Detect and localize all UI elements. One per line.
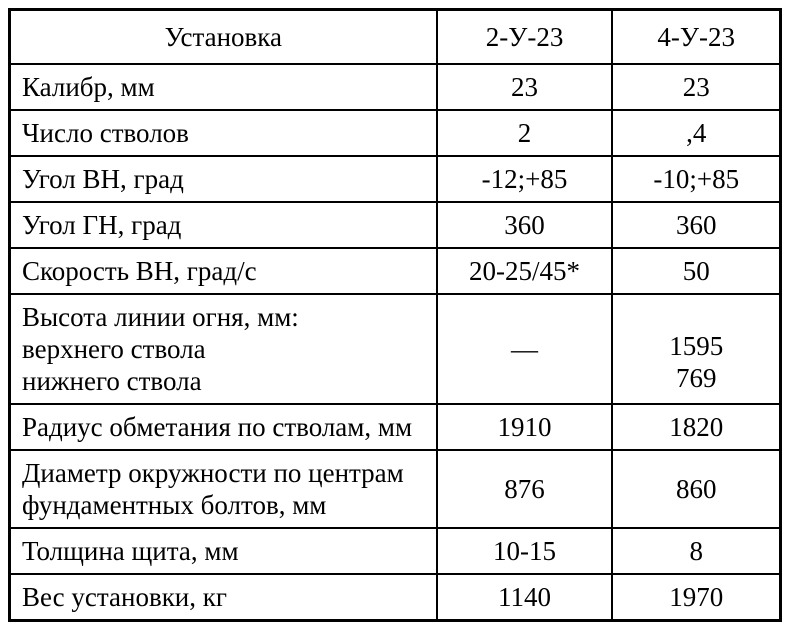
table-row: Диаметр окружности по центрам фундаментны… bbox=[8, 449, 782, 529]
table-row: Вес установки, кг 1140 1970 bbox=[8, 573, 782, 622]
header-row: Установка 2-У-23 4-У-23 bbox=[8, 8, 782, 65]
row-label: Диаметр окружности по центрам фундаментны… bbox=[8, 449, 438, 529]
value-cell: 8 bbox=[611, 527, 782, 575]
value-line: -12;+85 bbox=[481, 164, 568, 194]
value-cell: 360 bbox=[611, 201, 782, 249]
value-cell: — bbox=[435, 293, 614, 405]
row-label-line: Высота линии огня, мм: bbox=[22, 302, 299, 332]
row-label-line: Калибр, мм bbox=[22, 72, 155, 102]
value-cell: 23 bbox=[611, 63, 782, 111]
row-label: Радиус обметания по стволам, мм bbox=[8, 403, 438, 451]
row-label-line: верхнего ствола bbox=[22, 334, 206, 364]
row-label-line: нижнего ствола bbox=[22, 366, 202, 396]
value-cell: 1910 bbox=[435, 403, 614, 451]
table-row: Угол ВН, град -12;+85 -10;+85 bbox=[8, 155, 782, 203]
row-label: Калибр, мм bbox=[8, 63, 438, 111]
value-line: 360 bbox=[504, 210, 545, 240]
row-label: Вес установки, кг bbox=[8, 573, 438, 622]
value-cell: 2 bbox=[435, 109, 614, 157]
row-label-line: Радиус обметания по стволам, мм bbox=[22, 412, 413, 442]
row-label-line: Угол ВН, град bbox=[22, 164, 184, 194]
value-cell: 860 bbox=[611, 449, 782, 529]
row-label-line: фундаментных болтов, мм bbox=[22, 490, 327, 520]
row-label-line: Диаметр окружности по центрам bbox=[22, 458, 404, 488]
value-line: — bbox=[511, 334, 539, 364]
row-label: Толщина щита, мм bbox=[8, 527, 438, 575]
header-cell-4u23: 4-У-23 bbox=[611, 8, 782, 65]
header-cell-2u23: 2-У-23 bbox=[435, 8, 614, 65]
value-cell: -10;+85 bbox=[611, 155, 782, 203]
value-line: 1140 bbox=[498, 582, 552, 612]
value-line: 360 bbox=[675, 210, 717, 240]
value-line: ,4 bbox=[686, 118, 707, 148]
value-line: 860 bbox=[675, 474, 717, 504]
value-cell: 1970 bbox=[611, 573, 782, 622]
row-label-line: Скорость ВН, град/с bbox=[22, 256, 257, 286]
value-line: 1910 bbox=[497, 412, 552, 442]
value-cell: 50 bbox=[611, 247, 782, 295]
value-cell: 1140 bbox=[435, 573, 614, 622]
value-line: 50 bbox=[682, 256, 710, 286]
value-line: 2 bbox=[517, 118, 532, 148]
value-line: 1820 bbox=[669, 412, 724, 442]
row-label-line: Толщина щита, мм bbox=[22, 536, 239, 566]
row-label-line: Число стволов bbox=[22, 118, 189, 148]
table-row: Угол ГН, град 360 360 bbox=[8, 201, 782, 249]
row-label: Высота линии огня, мм: верхнего ствола ниж… bbox=[8, 293, 438, 405]
value-cell: 23 bbox=[435, 63, 614, 111]
table-row: Толщина щита, мм 10-15 8 bbox=[8, 527, 782, 575]
value-cell: -12;+85 bbox=[435, 155, 614, 203]
value-cell: ,4 bbox=[611, 109, 782, 157]
value-line: 23 bbox=[682, 72, 710, 102]
value-cell: 20-25/45* bbox=[435, 247, 614, 295]
value-cell: 876 bbox=[435, 449, 614, 529]
value-line: 1970 bbox=[669, 582, 724, 612]
value-line: 1595 bbox=[669, 331, 724, 361]
row-label: Угол ГН, град bbox=[8, 201, 438, 249]
value-line: 20-25/45* bbox=[469, 256, 581, 286]
table-row: Калибр, мм 23 23 bbox=[8, 63, 782, 111]
table-row: Скорость ВН, град/с 20-25/45* 50 bbox=[8, 247, 782, 295]
row-label-line: Вес установки, кг bbox=[22, 582, 227, 612]
value-cell: 360 bbox=[435, 201, 614, 249]
row-label: Скорость ВН, град/с bbox=[8, 247, 438, 295]
table-row: Число стволов 2 ,4 bbox=[8, 109, 782, 157]
table-row: Радиус обметания по стволам, мм 1910 1820 bbox=[8, 403, 782, 451]
value-cell: 10-15 bbox=[435, 527, 614, 575]
specs-table: Установка 2-У-23 4-У-23 Калибр, мм 23 23 Чи… bbox=[8, 8, 782, 622]
row-label: Число стволов bbox=[8, 109, 438, 157]
table-body: Калибр, мм 23 23 Число стволов 2 ,4 Угол ВН, г… bbox=[8, 63, 782, 622]
value-line: 10-15 bbox=[493, 536, 557, 566]
value-line: -10;+85 bbox=[653, 164, 740, 194]
row-label-line: Угол ГН, град bbox=[22, 210, 182, 240]
value-line: 769 bbox=[675, 363, 717, 393]
value-line: 23 bbox=[511, 72, 539, 102]
value-cell: 1595 769 bbox=[611, 293, 782, 405]
table-header: Установка 2-У-23 4-У-23 bbox=[8, 8, 782, 65]
header-cell-ustanovka: Установка bbox=[8, 8, 438, 65]
value-line: 8 bbox=[689, 536, 703, 566]
value-line: 876 bbox=[504, 474, 545, 504]
row-label: Угол ВН, град bbox=[8, 155, 438, 203]
table-row: Высота линии огня, мм: верхнего ствола ниж… bbox=[8, 293, 782, 405]
value-cell: 1820 bbox=[611, 403, 782, 451]
